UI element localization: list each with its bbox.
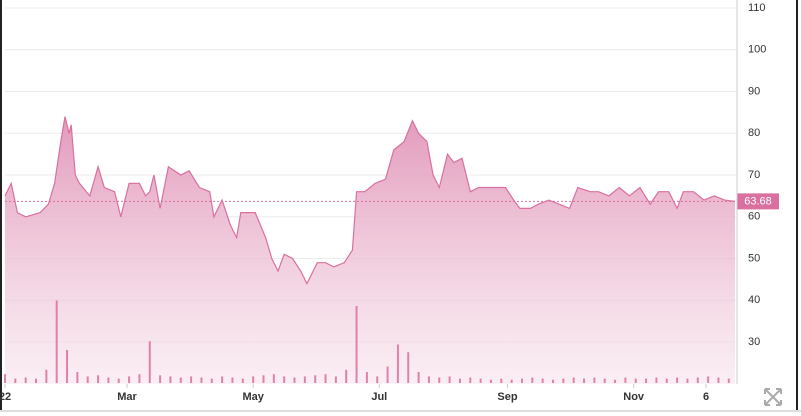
- volume-bar: [376, 376, 379, 383]
- volume-bar: [200, 377, 203, 383]
- volume-bar: [97, 375, 100, 383]
- volume-bar: [86, 376, 89, 383]
- volume-bar: [66, 350, 69, 383]
- volume-bar: [35, 378, 38, 383]
- volume-bar: [448, 376, 451, 383]
- volume-bar: [148, 341, 151, 383]
- volume-bar: [696, 377, 699, 383]
- volume-bar: [500, 378, 503, 383]
- x-tick-label: 6: [703, 391, 709, 403]
- volume-bar: [572, 377, 575, 383]
- volume-bar: [645, 378, 648, 383]
- volume-bar: [365, 372, 368, 383]
- volume-bar: [107, 377, 110, 383]
- y-tick-label: 50: [748, 252, 760, 264]
- volume-bar: [24, 377, 27, 383]
- volume-bar: [221, 376, 224, 383]
- x-tick-label: Sep: [497, 391, 517, 403]
- volume-bar: [562, 378, 565, 383]
- volume-bar: [179, 377, 182, 383]
- volume-bar: [593, 377, 596, 383]
- volume-bar: [117, 378, 120, 383]
- volume-bar: [417, 372, 420, 383]
- volume-bar: [355, 306, 358, 383]
- y-tick-label: 70: [748, 169, 760, 181]
- y-tick-label: 100: [748, 44, 766, 56]
- volume-bar: [283, 376, 286, 383]
- volume-bar: [727, 378, 730, 383]
- volume-bar: [655, 377, 658, 383]
- volume-bar: [407, 352, 410, 383]
- volume-bar: [45, 369, 48, 383]
- volume-bar: [614, 379, 617, 383]
- volume-bar: [128, 376, 131, 383]
- volume-bar: [624, 377, 627, 383]
- volume-bar: [634, 378, 637, 383]
- last-value-label: 63.68: [744, 195, 772, 207]
- volume-bar: [552, 379, 555, 383]
- x-tick-label: Jul: [371, 391, 387, 403]
- volume-bar: [303, 376, 306, 383]
- volume-bar: [603, 378, 606, 383]
- volume-bar: [345, 369, 348, 383]
- volume-bar: [272, 374, 275, 383]
- volume-bar: [489, 379, 492, 383]
- price-line: [4, 116, 736, 285]
- y-tick-label: 90: [748, 85, 760, 97]
- volume-bar: [334, 376, 337, 383]
- volume-bar: [479, 378, 482, 383]
- volume-bar: [541, 378, 544, 383]
- volume-bar: [4, 374, 6, 383]
- volume-bar: [510, 379, 513, 383]
- volume-bar: [686, 378, 689, 383]
- volume-bar: [190, 376, 193, 383]
- price-area: [5, 116, 735, 384]
- last-value-tag: [737, 193, 779, 210]
- volume-bar: [676, 377, 679, 383]
- y-tick-label: 80: [748, 127, 760, 139]
- volume-bar: [707, 376, 710, 383]
- volume-bar: [159, 375, 162, 383]
- volume-bar: [520, 378, 523, 383]
- y-tick-label: 40: [748, 294, 760, 306]
- x-tick-label: Nov: [623, 391, 645, 403]
- x-tick-label: May: [242, 391, 264, 403]
- volume-bar: [386, 366, 389, 383]
- volume-bar: [665, 378, 668, 383]
- volume-bar: [252, 376, 255, 383]
- volume-bar: [396, 344, 399, 383]
- y-tick-label: 60: [748, 211, 760, 223]
- volume-bar: [231, 377, 234, 383]
- volume-bar: [469, 377, 472, 383]
- volume-bar: [293, 377, 296, 383]
- y-tick-label: 30: [748, 336, 760, 348]
- x-tick-label: Mar: [117, 391, 137, 403]
- x-tick-label: 22: [0, 391, 11, 403]
- volume-bar: [531, 377, 534, 383]
- volume-bar: [438, 377, 441, 383]
- volume-bar: [583, 378, 586, 383]
- volume-bar: [262, 375, 265, 383]
- volume-bar: [76, 372, 79, 383]
- volume-bar: [324, 374, 327, 383]
- volume-bar: [138, 374, 141, 383]
- volume-bar: [169, 376, 172, 383]
- volume-bar: [14, 378, 17, 383]
- expand-icon[interactable]: [764, 388, 782, 406]
- volume-bar: [241, 378, 244, 383]
- y-tick-label: 110: [748, 2, 766, 14]
- volume-bar: [314, 375, 317, 383]
- volume-bar: [55, 300, 58, 383]
- volume-bar: [717, 377, 720, 383]
- volume-bar: [427, 376, 430, 383]
- volume-bar: [458, 378, 461, 383]
- volume-bar: [210, 378, 213, 383]
